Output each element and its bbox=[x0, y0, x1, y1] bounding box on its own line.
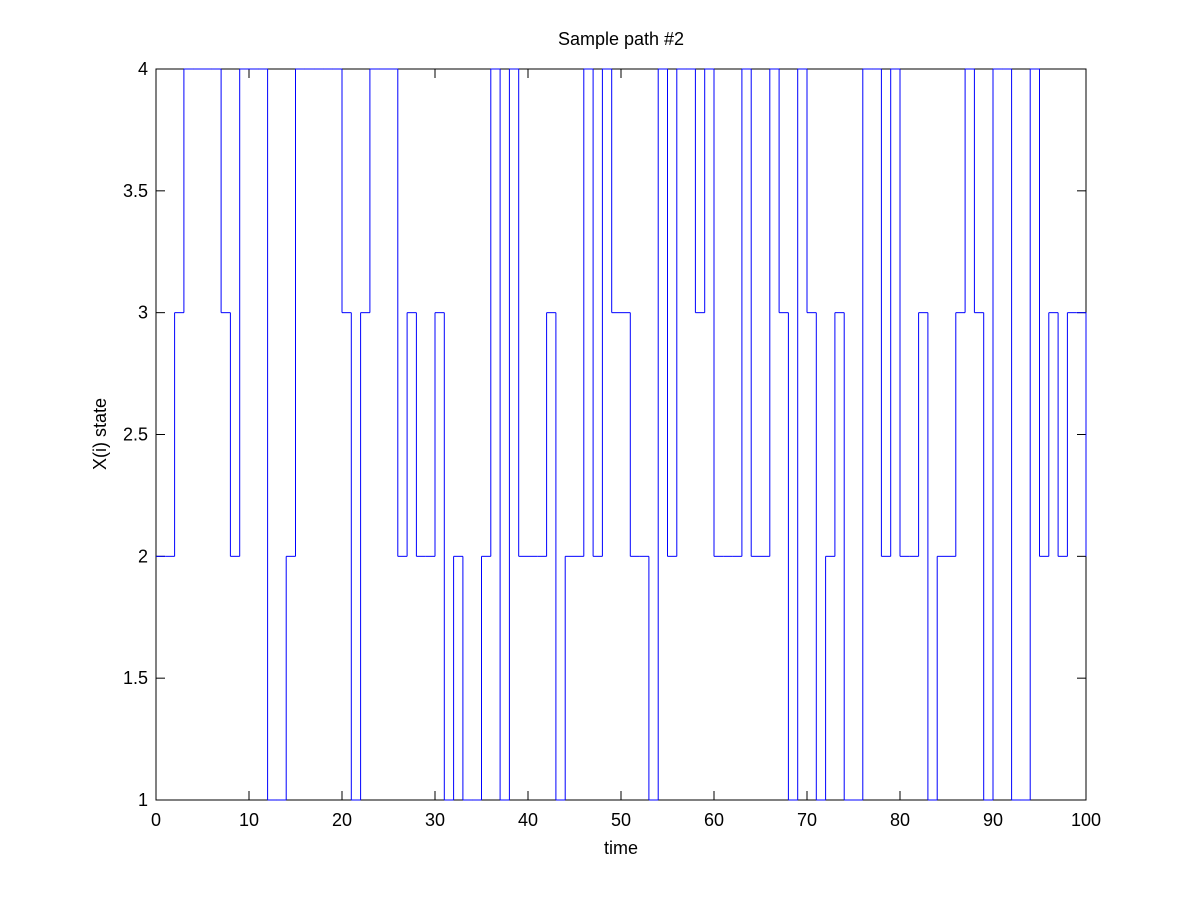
y-axis-label: X(i) state bbox=[90, 398, 110, 470]
x-tick-label: 10 bbox=[239, 810, 259, 830]
x-tick-label: 20 bbox=[332, 810, 352, 830]
x-tick-label: 30 bbox=[425, 810, 445, 830]
chart-title: Sample path #2 bbox=[558, 29, 684, 49]
y-tick-label: 2.5 bbox=[123, 425, 148, 445]
x-tick-label: 100 bbox=[1071, 810, 1101, 830]
y-tick-label: 1 bbox=[138, 790, 148, 810]
x-tick-label: 0 bbox=[151, 810, 161, 830]
x-tick-label: 90 bbox=[983, 810, 1003, 830]
y-tick-label: 4 bbox=[138, 59, 148, 79]
y-tick-label: 3 bbox=[138, 303, 148, 323]
y-tick-label: 3.5 bbox=[123, 181, 148, 201]
axes-box bbox=[155, 68, 1087, 801]
x-tick-label: 80 bbox=[890, 810, 910, 830]
y-tick-label: 2 bbox=[138, 546, 148, 566]
x-tick-label: 60 bbox=[704, 810, 724, 830]
x-axis-label: time bbox=[604, 838, 638, 858]
x-tick-label: 70 bbox=[797, 810, 817, 830]
x-tick-label: 50 bbox=[611, 810, 631, 830]
x-tick-label: 40 bbox=[518, 810, 538, 830]
y-tick-label: 1.5 bbox=[123, 668, 148, 688]
